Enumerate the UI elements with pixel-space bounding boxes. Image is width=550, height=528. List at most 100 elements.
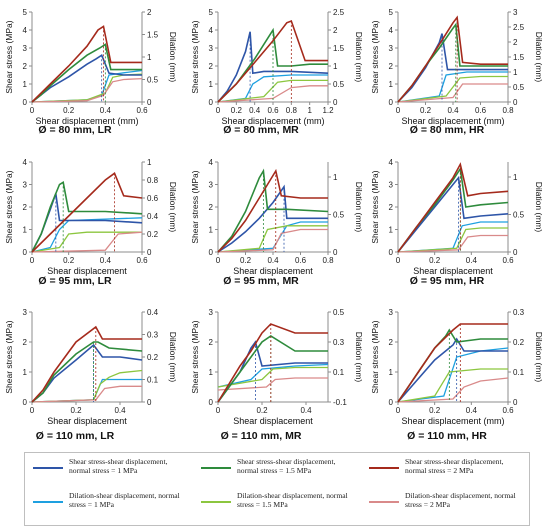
y2-tick-label: 1.5: [333, 44, 345, 53]
y-axis-label: Shear stress (MPa): [190, 20, 200, 93]
y2-tick-label: 0.4: [147, 308, 159, 317]
y2-tick-label: 1.5: [147, 31, 159, 40]
caption-80-mr: Ø = 80 mm, MR: [223, 124, 299, 136]
x-tick-label: 1.2: [322, 106, 334, 115]
y-tick-label: 3: [23, 308, 28, 317]
x-tick-label: 0: [30, 256, 35, 265]
legend-label: Dilation-shear displacement, normal stre…: [405, 491, 516, 509]
shear-line: [397, 166, 509, 253]
dilation-line: [31, 217, 143, 253]
y-tick-label: 0: [23, 98, 28, 107]
y-tick-label: 2: [389, 203, 394, 212]
y-tick-label: 4: [23, 26, 28, 35]
caption-95-lr: Ø = 95 mm, LR: [38, 275, 112, 287]
caption-110-mr: Ø = 110 mm, MR: [220, 430, 302, 442]
legend-label: Dilation-shear displacement, normal stre…: [69, 491, 180, 509]
legend: Shear stress-shear displacement, normal …: [24, 452, 530, 526]
x-tick-label: 0.2: [420, 106, 432, 115]
y2-axis-label: Dilation (mm): [534, 182, 544, 233]
x-tick-label: 0.8: [502, 106, 514, 115]
y2-tick-label: 2: [147, 8, 152, 17]
y2-axis-label: Dilation (mm): [168, 32, 178, 83]
shear-line: [397, 162, 509, 253]
shear-line: [31, 172, 143, 253]
y-tick-label: 3: [209, 308, 214, 317]
shear-line: [31, 193, 143, 253]
x-axis-label: Shear displacement: [233, 266, 313, 276]
y2-tick-label: 0.3: [513, 308, 525, 317]
y-tick-label: 2: [209, 338, 214, 347]
shear-line: [31, 181, 143, 253]
y-tick-label: 0: [389, 398, 394, 407]
y-tick-label: 0: [389, 98, 394, 107]
y2-tick-label: 0.2: [147, 230, 159, 239]
y2-tick-label: 2: [333, 26, 338, 35]
y2-tick-label: 1.5: [513, 53, 525, 62]
x-tick-label: 0.2: [256, 406, 268, 415]
caption-80-hr: Ø = 80 mm, HR: [409, 124, 485, 136]
shear-line: [217, 168, 328, 253]
y2-tick-label: 0: [513, 248, 518, 257]
y-tick-label: 2: [209, 203, 214, 212]
y-tick-label: 1: [23, 226, 28, 235]
dilation-line: [217, 228, 328, 253]
y2-tick-label: 0.5: [513, 211, 525, 220]
x-tick-label: 0: [216, 256, 221, 265]
y2-tick-label: 1: [147, 53, 152, 62]
x-tick-label: 0: [216, 406, 221, 415]
x-tick-label: 0.6: [267, 106, 279, 115]
y2-tick-label: 0: [333, 248, 338, 257]
y-tick-label: 2: [23, 203, 28, 212]
shear-line: [217, 323, 328, 403]
x-tick-label: 0: [396, 106, 401, 115]
dilation-line: [31, 231, 142, 253]
x-tick-label: 0.4: [114, 406, 126, 415]
y2-tick-label: 1: [333, 62, 338, 71]
chart-panel: 0 0.2 0.4 0 1 2 3 -0.1 0.1 0.3 0.5 Shear displaceme…: [190, 308, 364, 426]
caption-95-hr: Ø = 95 mm, HR: [409, 275, 485, 287]
x-tick-label: 0.4: [466, 256, 478, 265]
y-tick-label: 1: [23, 368, 28, 377]
dilation-line: [31, 385, 142, 403]
y2-tick-label: 0: [333, 98, 338, 107]
y2-tick-label: 0: [513, 98, 518, 107]
x-tick-label: 0.6: [295, 256, 307, 265]
x-tick-label: 0: [396, 406, 401, 415]
y2-axis-label: Dilation (mm): [168, 332, 178, 383]
y2-tick-label: 1: [333, 173, 338, 182]
legend-swatch: [201, 467, 231, 469]
y-axis-label: Shear stress (MPa): [4, 20, 14, 93]
y-axis-label: Shear stress (MPa): [4, 170, 14, 243]
x-tick-label: 0.2: [63, 256, 75, 265]
x-axis-label: Shear displacement (mm): [221, 116, 324, 126]
y-tick-label: 3: [389, 44, 394, 53]
y-axis-label: Shear stress (MPa): [4, 320, 14, 393]
x-axis-label: Shear displacement (mm): [35, 116, 138, 126]
y-tick-label: 2: [23, 62, 28, 71]
x-tick-label: 0.8: [286, 106, 298, 115]
x-axis-label: Shear displacement: [47, 416, 127, 426]
y-tick-label: 4: [23, 158, 28, 167]
dilation-line: [397, 221, 508, 253]
y-tick-label: 1: [23, 80, 28, 89]
y2-tick-label: 0.4: [147, 212, 159, 221]
y2-tick-label: 0.1: [147, 376, 159, 385]
dilation-line: [397, 227, 508, 253]
y-tick-label: 1: [389, 368, 394, 377]
x-axis-label: Shear displacement: [47, 266, 127, 276]
x-tick-label: 0.6: [475, 106, 487, 115]
x-tick-label: 0.8: [322, 256, 334, 265]
x-tick-label: 0.2: [429, 256, 441, 265]
dilation-line: [217, 363, 329, 388]
x-tick-label: 0.6: [136, 106, 148, 115]
y-tick-label: 3: [389, 181, 394, 190]
y2-tick-label: 1: [147, 158, 152, 167]
shear-line: [397, 15, 508, 103]
shear-line: [397, 337, 508, 403]
legend-swatch: [369, 501, 399, 503]
y-tick-label: 1: [389, 226, 394, 235]
y2-tick-label: 0.5: [333, 211, 345, 220]
